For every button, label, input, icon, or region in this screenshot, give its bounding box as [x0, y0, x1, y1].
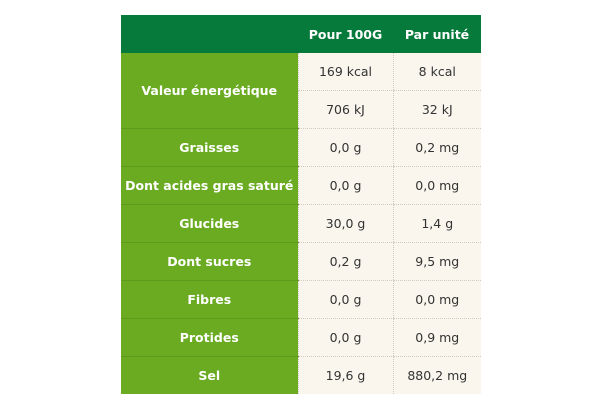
row-label: Dont acides gras saturé [121, 166, 298, 205]
value-per-100g: 19,6 g [297, 356, 393, 394]
value-per-unit: 0,2 mg [392, 128, 481, 167]
energy-kj-unit: 32 kJ [392, 90, 481, 129]
value-per-unit: 0,0 mg [392, 280, 481, 319]
value-per-100g: 0,2 g [297, 242, 393, 281]
row-label-energy: Valeur énergétique [121, 53, 298, 129]
energy-kj-100g: 706 kJ [297, 90, 393, 129]
table-row-energy-kj: 706 kJ 32 kJ [121, 90, 481, 129]
table-row: Dont sucres 0,2 g 9,5 mg [121, 242, 481, 281]
value-per-unit: 0,0 mg [392, 166, 481, 205]
header-row: Pour 100G Par unité [121, 15, 481, 53]
header-per-unit: Par unité [393, 15, 481, 53]
table-row: Protides 0,0 g 0,9 mg [121, 318, 481, 357]
value-per-unit: 0,9 mg [392, 318, 481, 357]
energy-kcal-100g: 169 kcal [297, 53, 393, 91]
value-per-100g: 0,0 g [297, 128, 393, 167]
row-label: Graisses [121, 128, 298, 167]
table-row-energy-kcal: Valeur énergétique 169 kcal 8 kcal [121, 53, 481, 129]
value-per-100g: 30,0 g [297, 204, 393, 243]
value-per-unit: 1,4 g [392, 204, 481, 243]
row-label: Glucides [121, 204, 298, 243]
table-row: Graisses 0,0 g 0,2 mg [121, 128, 481, 167]
value-per-100g: 0,0 g [297, 318, 393, 357]
header-per-100g: Pour 100G [298, 15, 393, 53]
value-per-100g: 0,0 g [297, 166, 393, 205]
row-label: Dont sucres [121, 242, 298, 281]
energy-kcal-unit: 8 kcal [392, 53, 481, 91]
row-label: Sel [121, 356, 298, 394]
value-per-unit: 9,5 mg [392, 242, 481, 281]
nutrition-table: Pour 100G Par unité Valeur énergétique 1… [121, 15, 481, 394]
table-row: Dont acides gras saturé 0,0 g 0,0 mg [121, 166, 481, 205]
table-row: Sel 19,6 g 880,2 mg [121, 356, 481, 394]
header-empty [121, 15, 298, 53]
table-row: Fibres 0,0 g 0,0 mg [121, 280, 481, 319]
value-per-100g: 0,0 g [297, 280, 393, 319]
table-row: Glucides 30,0 g 1,4 g [121, 204, 481, 243]
row-label: Protides [121, 318, 298, 357]
value-per-unit: 880,2 mg [392, 356, 481, 394]
row-label: Fibres [121, 280, 298, 319]
